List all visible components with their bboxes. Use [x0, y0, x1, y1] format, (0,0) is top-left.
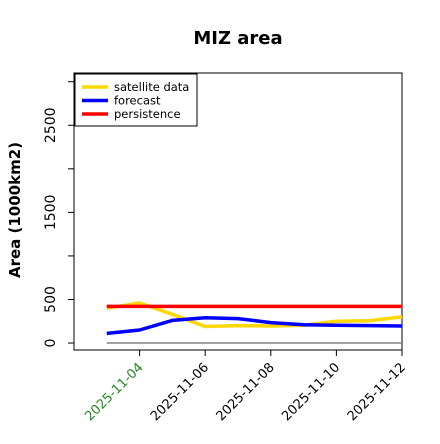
legend-label: persistence — [114, 107, 181, 121]
x-tick-label: 2025-11-10 — [279, 360, 343, 424]
chart-title: MIZ area — [193, 28, 282, 49]
x-tick-label: 2025-11-04 — [82, 360, 146, 424]
legend-label: forecast — [114, 94, 161, 108]
x-tick-label: 2025-11-06 — [148, 360, 212, 424]
y-tick-label: 2500 — [43, 107, 59, 143]
y-tick-label: 0 — [43, 339, 59, 348]
x-tick-label: 2025-11-12 — [345, 360, 409, 424]
x-tick-label: 2025-11-08 — [214, 360, 278, 424]
y-axis-label: Area (1000km2) — [6, 142, 24, 278]
legend-label: satellite data — [114, 80, 189, 94]
y-tick-label: 1500 — [43, 195, 59, 231]
y-tick-label: 500 — [43, 286, 59, 313]
